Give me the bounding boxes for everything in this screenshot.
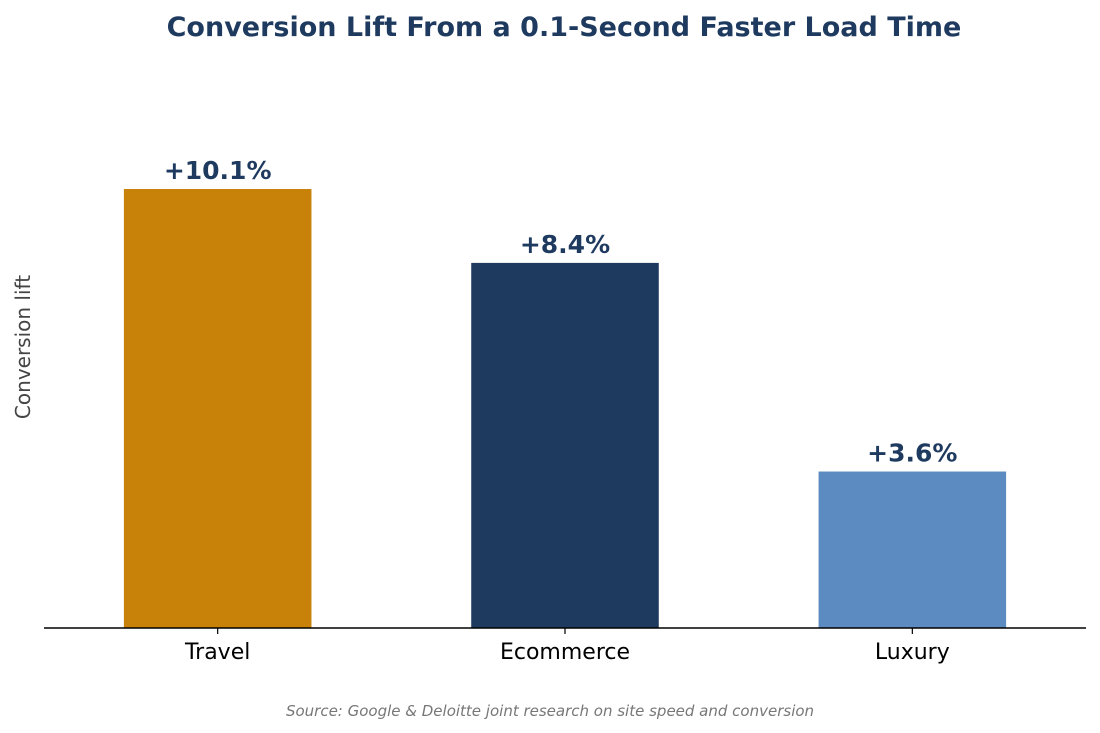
x-tick-label-luxury: Luxury bbox=[875, 640, 950, 665]
bars-group bbox=[123, 189, 1007, 628]
value-label-travel: +10.1% bbox=[164, 156, 272, 185]
x-ticks-group: Travel Ecommerce Luxury bbox=[184, 628, 950, 665]
value-labels-group: +10.1% +8.4% +3.6% bbox=[164, 156, 958, 468]
source-note: Source: Google & Deloitte joint research… bbox=[286, 702, 814, 720]
x-tick-label-travel: Travel bbox=[184, 640, 250, 665]
value-label-luxury: +3.6% bbox=[867, 439, 957, 468]
bar-ecommerce bbox=[471, 262, 659, 628]
bar-travel bbox=[123, 189, 312, 628]
chart-title: Conversion Lift From a 0.1-Second Faster… bbox=[167, 12, 962, 43]
x-tick-label-ecommerce: Ecommerce bbox=[500, 640, 630, 665]
value-label-ecommerce: +8.4% bbox=[520, 230, 610, 259]
y-axis-label: Conversion lift bbox=[11, 275, 35, 419]
bar-luxury bbox=[818, 471, 1007, 628]
